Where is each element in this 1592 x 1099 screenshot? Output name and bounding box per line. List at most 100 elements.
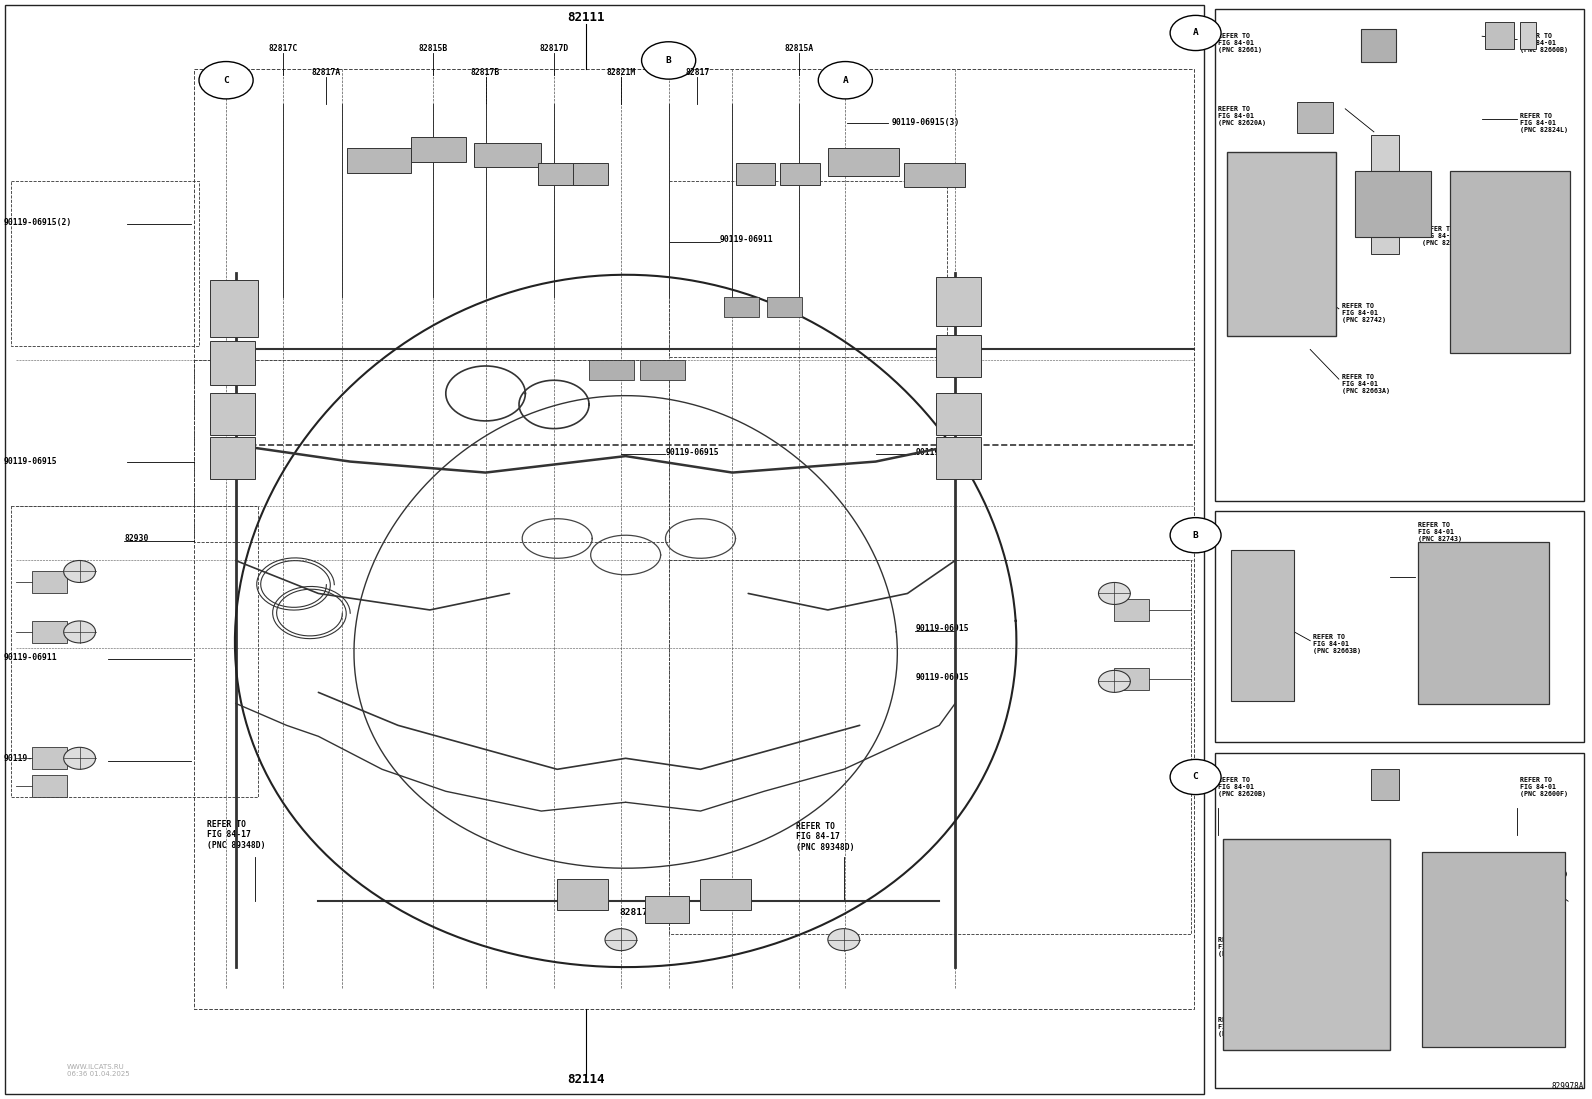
- Bar: [1355, 171, 1431, 237]
- Text: 90119-06915(3): 90119-06915(3): [892, 118, 960, 126]
- Bar: [1215, 9, 1584, 501]
- Bar: [904, 163, 965, 187]
- Bar: [589, 360, 634, 380]
- Text: REFER TO
FIG 84-01
(PNC 82661): REFER TO FIG 84-01 (PNC 82661): [1218, 33, 1262, 53]
- Text: REFER TO
FIG 84-01
(PNC 82210J): REFER TO FIG 84-01 (PNC 82210J): [1520, 857, 1568, 877]
- Text: REFER TO
FIG 84-17
(PNC 89348D): REFER TO FIG 84-17 (PNC 89348D): [207, 820, 266, 850]
- Circle shape: [828, 929, 860, 951]
- Text: 82930: 82930: [124, 534, 148, 543]
- Circle shape: [199, 62, 253, 99]
- Text: REFER TO
FIG 84-01
(PNC 82824L): REFER TO FIG 84-01 (PNC 82824L): [1520, 113, 1568, 133]
- Text: 90119-06915: 90119-06915: [3, 754, 57, 763]
- Bar: [210, 437, 255, 479]
- Bar: [1215, 753, 1584, 1088]
- Circle shape: [642, 42, 696, 79]
- Circle shape: [1170, 15, 1221, 51]
- Bar: [347, 148, 411, 173]
- Text: A: A: [1192, 29, 1199, 37]
- Bar: [936, 393, 981, 435]
- Text: REFER TO
FIG 84-01
(PNC 82741): REFER TO FIG 84-01 (PNC 82741): [1218, 937, 1262, 957]
- Text: REFER TO
FIG 84-01
(PNC 82663A): REFER TO FIG 84-01 (PNC 82663A): [1342, 374, 1390, 393]
- Bar: [640, 360, 685, 380]
- Text: REFER TO
FIG 84-01
(PNC 82620A): REFER TO FIG 84-01 (PNC 82620A): [1218, 106, 1266, 125]
- Text: REFER TO
FIG 84-01
(PNC 82660B): REFER TO FIG 84-01 (PNC 82660B): [1520, 33, 1568, 53]
- Text: A: A: [842, 76, 849, 85]
- Bar: [1231, 550, 1294, 701]
- Bar: [194, 360, 669, 542]
- Text: REFER TO
FIG 84-01
(PNC 82663B): REFER TO FIG 84-01 (PNC 82663B): [1313, 634, 1361, 654]
- Circle shape: [64, 560, 96, 582]
- Circle shape: [1098, 582, 1130, 604]
- Text: 82817: 82817: [685, 68, 710, 77]
- Circle shape: [818, 62, 872, 99]
- Bar: [32, 571, 67, 593]
- Bar: [1114, 668, 1149, 690]
- Text: 82821M: 82821M: [607, 68, 635, 77]
- Text: 82815A: 82815A: [785, 44, 814, 53]
- Text: 82111: 82111: [567, 11, 605, 24]
- Bar: [194, 69, 1194, 1009]
- Text: 82817D: 82817D: [540, 44, 568, 53]
- Text: 82114: 82114: [567, 1073, 605, 1086]
- Bar: [474, 143, 541, 167]
- Text: 82817C: 82817C: [269, 44, 298, 53]
- Bar: [11, 506, 258, 797]
- Bar: [1371, 135, 1399, 254]
- Bar: [573, 163, 608, 185]
- Bar: [1520, 22, 1536, 49]
- Text: REFER TO
FIG 84-01
(PNC 82641): REFER TO FIG 84-01 (PNC 82641): [1422, 226, 1466, 246]
- Text: 82815B: 82815B: [419, 44, 447, 53]
- Bar: [828, 148, 899, 176]
- Bar: [1422, 852, 1565, 1047]
- Text: 829978A: 829978A: [1552, 1083, 1584, 1091]
- Bar: [936, 277, 981, 326]
- Text: 90119-06911: 90119-06911: [720, 235, 774, 244]
- Circle shape: [64, 621, 96, 643]
- Circle shape: [1170, 759, 1221, 795]
- Bar: [32, 621, 67, 643]
- Text: WWW.ILCATS.RU
06:36 01.04.2025: WWW.ILCATS.RU 06:36 01.04.2025: [67, 1064, 129, 1077]
- Bar: [669, 181, 947, 357]
- Bar: [1215, 511, 1584, 742]
- Text: 82817B: 82817B: [471, 68, 500, 77]
- Text: 90119-06915: 90119-06915: [915, 673, 970, 681]
- Bar: [645, 896, 689, 923]
- Bar: [1223, 839, 1390, 1050]
- Text: REFER TO
FIG 84-01
(PNC 82742): REFER TO FIG 84-01 (PNC 82742): [1342, 303, 1387, 323]
- Bar: [1227, 152, 1336, 336]
- Bar: [736, 163, 775, 185]
- Bar: [1485, 22, 1514, 49]
- Circle shape: [1098, 670, 1130, 692]
- Bar: [32, 775, 67, 797]
- Bar: [1418, 542, 1549, 704]
- Text: 90119-06915: 90119-06915: [915, 624, 970, 633]
- Text: REFER TO
FIG 84-01
(PNC 82600F): REFER TO FIG 84-01 (PNC 82600F): [1520, 777, 1568, 797]
- Bar: [936, 335, 981, 377]
- Text: 90119-06915: 90119-06915: [3, 457, 57, 466]
- Text: REFER TO
FIG 84-01
(PNC 82663): REFER TO FIG 84-01 (PNC 82663): [1218, 1017, 1262, 1036]
- Bar: [1297, 102, 1333, 133]
- Text: REFER TO
FIG 84-17
(PNC 89348D): REFER TO FIG 84-17 (PNC 89348D): [796, 822, 855, 852]
- Bar: [210, 280, 258, 337]
- Text: C: C: [1192, 773, 1199, 781]
- Bar: [210, 393, 255, 435]
- Text: 82817A: 82817A: [312, 68, 341, 77]
- Bar: [700, 879, 751, 910]
- Circle shape: [1170, 518, 1221, 553]
- Bar: [724, 297, 759, 317]
- Bar: [767, 297, 802, 317]
- Text: 82817N: 82817N: [619, 908, 654, 917]
- Text: C: C: [223, 76, 229, 85]
- Bar: [210, 341, 255, 385]
- Bar: [32, 747, 67, 769]
- Circle shape: [64, 747, 96, 769]
- Text: 90119-06911: 90119-06911: [3, 653, 57, 662]
- Bar: [411, 137, 466, 162]
- Text: B: B: [665, 56, 672, 65]
- Bar: [669, 560, 1191, 934]
- Bar: [557, 879, 608, 910]
- Text: B: B: [1192, 531, 1199, 540]
- Bar: [11, 181, 199, 346]
- Bar: [5, 5, 1204, 1094]
- Text: 90119-06915: 90119-06915: [665, 448, 720, 457]
